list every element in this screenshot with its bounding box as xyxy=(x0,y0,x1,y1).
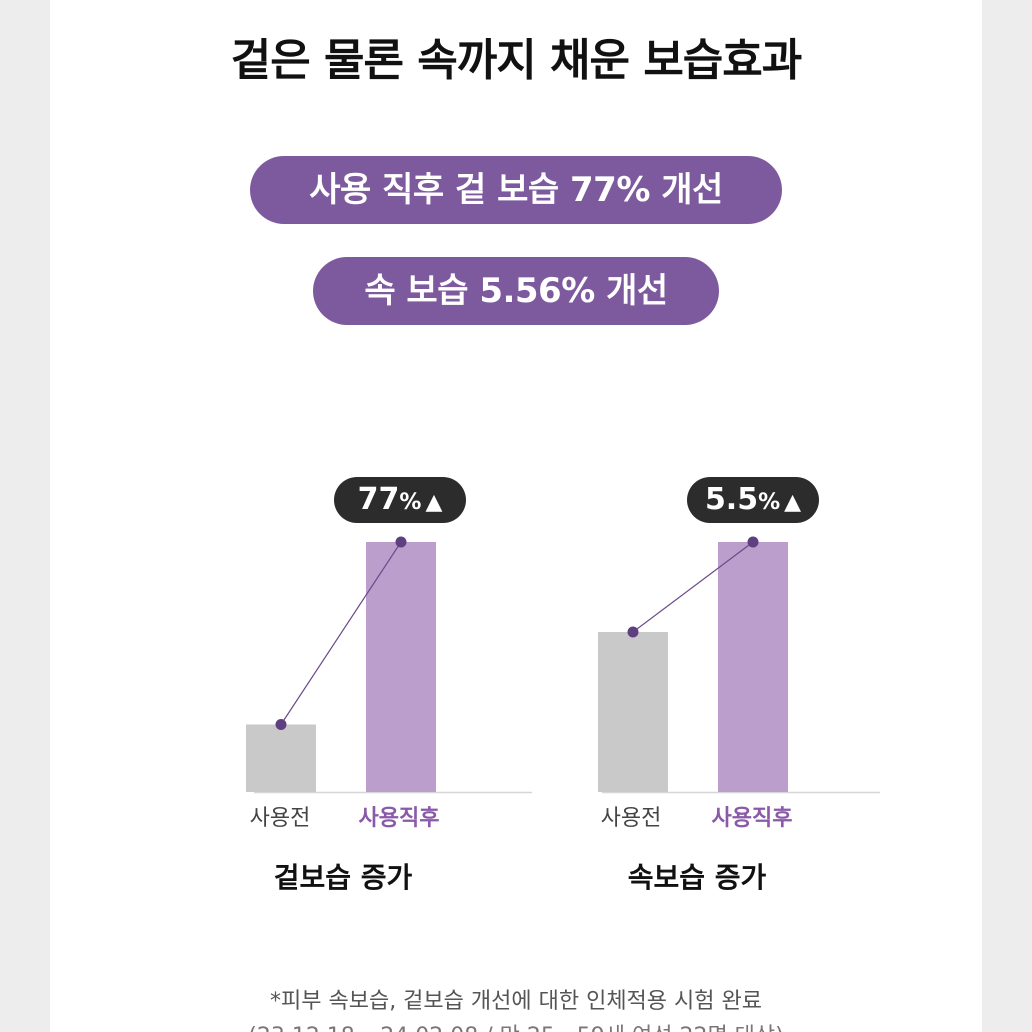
inner-before-label: 사용전 xyxy=(600,806,662,831)
outer-chart-label: 겉보습 증가 xyxy=(273,861,413,894)
point-before xyxy=(627,626,639,638)
outer-before-label: 사용전 xyxy=(249,806,311,831)
bar-after xyxy=(366,542,436,792)
moisture-bar-charts xyxy=(246,536,880,794)
bar-after xyxy=(718,542,788,792)
outer-increase-callout: 77% ▲ xyxy=(334,477,466,523)
inner-increase-callout: 5.5% ▲ xyxy=(687,477,819,523)
bar-before xyxy=(598,632,668,792)
percent-sign: % xyxy=(758,490,781,515)
percent-sign: % xyxy=(399,490,422,515)
inner-after-label: 사용직후 xyxy=(711,806,793,831)
up-arrow-icon: ▲ xyxy=(425,490,443,515)
point-after xyxy=(747,536,759,548)
page-title: 겉은 물론 속까지 채운 보습효과 xyxy=(230,35,803,86)
point-after xyxy=(395,536,407,548)
trend-line xyxy=(280,541,402,725)
outer-after-label: 사용직후 xyxy=(358,806,440,831)
bar-before xyxy=(246,724,316,792)
outer-moisture-badge: 사용 직후 겉 보습 77% 개선 xyxy=(250,156,782,224)
footnote-test-period: (23.12.18 ~24.02.08 / 만 25 - 59세 여성 22명 … xyxy=(50,1018,982,1032)
inner-moisture-badge: 속 보습 5.56% 개선 xyxy=(313,257,719,325)
outer-increase-value: 77 xyxy=(357,482,400,517)
footnote-test-info: *피부 속보습, 겉보습 개선에 대한 인체적용 시험 완료 xyxy=(270,989,762,1014)
inner-chart-label: 속보습 증가 xyxy=(627,861,767,894)
up-arrow-icon: ▲ xyxy=(784,490,802,515)
point-before xyxy=(275,719,287,730)
trend-line xyxy=(632,541,754,633)
content-panel: 겉은 물론 속까지 채운 보습효과 사용 직후 겉 보습 77% 개선 속 보습… xyxy=(50,0,982,1032)
inner-increase-value: 5.5 xyxy=(704,482,759,517)
